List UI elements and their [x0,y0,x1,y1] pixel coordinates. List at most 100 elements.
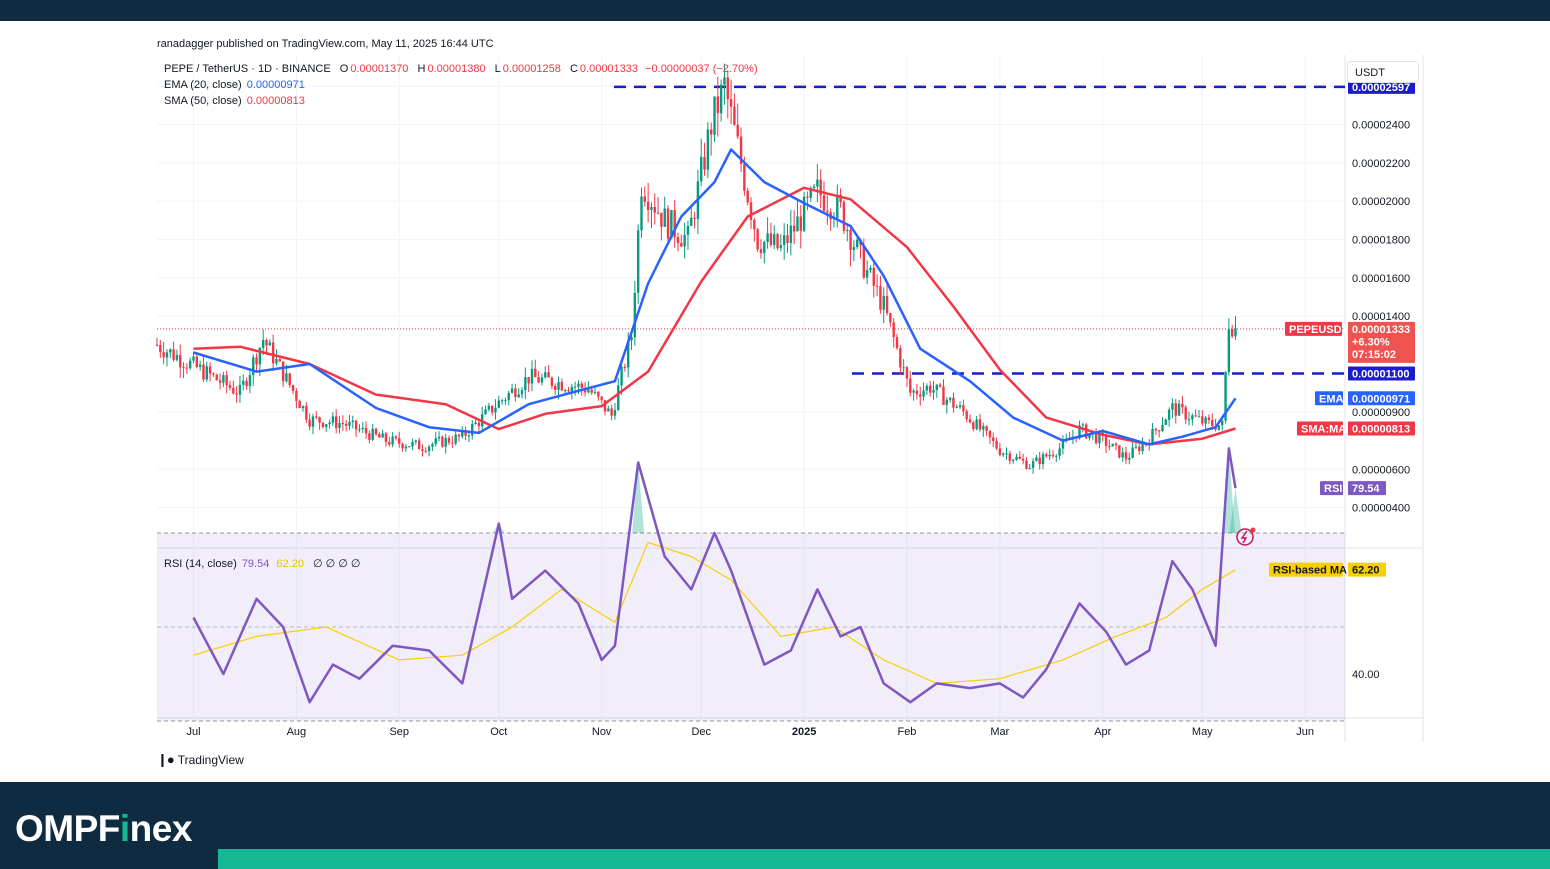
candle-body [268,342,272,346]
candle-body [208,366,212,374]
candle-body [504,399,507,401]
candle-body [968,419,972,423]
ema-legend[interactable]: EMA (20, close) 0.00000971 [164,79,305,91]
time-tick-label: Nov [592,726,612,738]
price-tick-label: 0.00001600 [1352,273,1410,285]
candle-body [640,196,643,231]
candle-body [726,77,729,100]
candle-body [570,386,574,392]
candle-body [766,233,769,242]
candle-body [955,407,958,409]
brand-part-3: nex [129,808,193,849]
candle-body [1038,457,1041,465]
candle-body [1154,428,1158,431]
candle-body [1164,419,1168,425]
publisher-note: ranadagger published on TradingView.com,… [157,38,494,50]
candle-body [404,446,408,449]
flash-icon-bolt [1240,530,1248,544]
candle-body [162,352,165,358]
candle-body [998,448,1002,455]
price-tick-label: 0.00002400 [1352,120,1410,132]
candle-body [1211,420,1214,426]
time-tick-label: Mar [990,726,1009,738]
candle-body [799,216,802,231]
candle-body [995,440,998,449]
rsi-ma-value-label: 62.20 [1348,562,1386,577]
candle-body [371,428,374,440]
candle-body [245,380,248,387]
last-price-label: 0.00001333+6.30%07:15:02 [1348,321,1415,363]
tradingview-logo-text: TradingView [177,753,244,767]
candle-body [344,423,348,426]
candle-body [789,225,793,244]
candle-body [809,187,812,198]
candle-body [1141,443,1144,452]
last-price-label-text: +6.30% [1352,336,1390,348]
rsi-legend[interactable]: RSI (14, close) 79.54 62.20 ∅ ∅ ∅ ∅ [164,557,361,570]
rsi-overbought-fill [1229,488,1242,533]
candle-body [1094,433,1098,444]
level-top-label: 0.00002597 [1348,79,1415,94]
tradingview-logo[interactable]: ❙● TradingView [157,752,244,768]
top-bar [0,0,1550,21]
candle-body [643,196,647,202]
candle-body [773,234,776,245]
time-tick-label: Jul [186,726,200,738]
candle-body [666,208,670,239]
candle-body [1008,453,1012,461]
candle-body [222,375,225,383]
candle-body [165,352,169,358]
candle-body [693,217,696,219]
candle-body [331,416,335,423]
candle-body [650,207,653,211]
candle-body [1217,425,1221,430]
rsi-extras: ∅ ∅ ∅ ∅ [313,558,361,570]
candle-body [517,394,520,398]
candle-body [202,364,205,380]
currency-selector[interactable]: USDT [1347,61,1419,83]
candle-body [172,349,175,360]
candle-body [660,212,663,227]
candle-body [457,434,461,437]
candle-body [441,436,444,447]
candle-body [381,433,384,438]
candle-body [915,390,919,395]
rsi-ma-value-label-text: 62.20 [1352,565,1380,577]
candle-body [544,372,547,378]
price-tick-label: 0.00002000 [1352,196,1410,208]
brand-logo[interactable]: OMPFinex [15,808,192,850]
candle-body [271,342,275,364]
candle-body [912,390,915,393]
candle-body [895,337,899,349]
candle-body [1015,456,1018,460]
candle-body [792,225,796,232]
sma-legend[interactable]: SMA (50, close) 0.00000813 [164,95,305,107]
candle-body [1230,329,1234,337]
candle-body [1078,425,1081,439]
candle-body [261,340,265,348]
candle-body [746,190,749,203]
candle-body [580,383,583,389]
candle-body [802,196,806,231]
candle-body [447,437,451,443]
candle-body [358,429,361,431]
candle-body [348,421,351,426]
candle-body [889,313,892,323]
candle-body [318,417,321,423]
candle-body [902,367,905,369]
ema-tag-text: EMA [1319,393,1344,405]
time-tick-label: Aug [287,726,307,738]
candle-body [444,437,447,447]
candle-body [577,383,580,387]
candle-body [1058,448,1061,456]
sma-value-label: 0.00000813 [1348,421,1415,436]
candle-body [1181,403,1184,408]
candle-body [899,348,902,368]
candle-body [663,208,666,227]
candle-body [1051,454,1055,457]
candle-body [325,424,328,428]
candle-body [706,129,710,170]
candle-body [550,377,554,386]
candle-body [1021,458,1025,461]
